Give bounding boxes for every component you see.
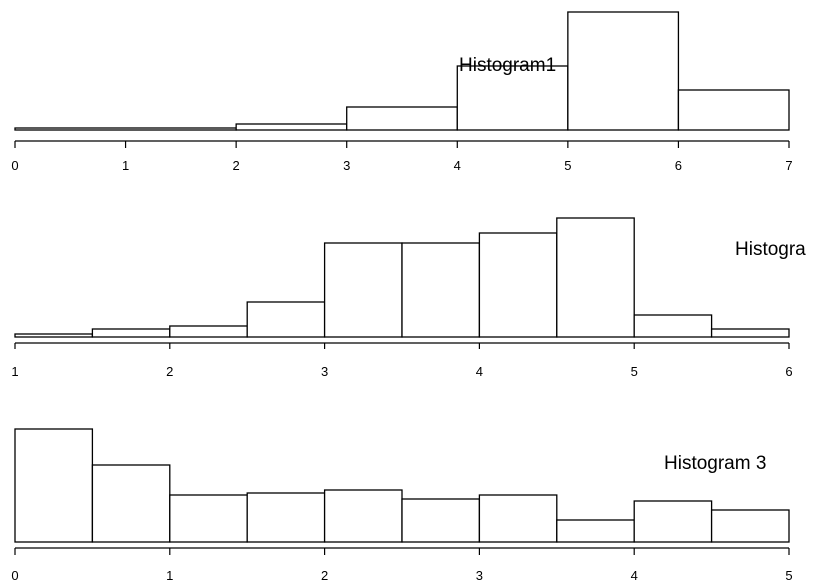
histogram-bar bbox=[710, 328, 790, 338]
histogram-bar bbox=[91, 328, 171, 338]
x-tick-label: 1 bbox=[11, 364, 18, 379]
x-tick-label: 5 bbox=[564, 158, 571, 173]
histogram-bar bbox=[677, 89, 790, 131]
x-tick-label: 4 bbox=[476, 364, 483, 379]
x-tick-label: 6 bbox=[675, 158, 682, 173]
x-tick-label: 6 bbox=[785, 364, 792, 379]
histogram-bar bbox=[710, 509, 790, 543]
x-tick-label: 3 bbox=[343, 158, 350, 173]
histogram-panel-1: 0 1 2 3 4 5 6 7 Histogram1 bbox=[11, 11, 793, 173]
histogram-bar bbox=[401, 498, 481, 543]
histogram-bar bbox=[633, 500, 713, 543]
x-tick-label: 1 bbox=[122, 158, 129, 173]
x-tick-label: 5 bbox=[785, 568, 792, 583]
x-tick-label: 0 bbox=[11, 158, 18, 173]
histogram-bar bbox=[323, 242, 403, 338]
x-tick-label: 2 bbox=[166, 364, 173, 379]
histogram-bar bbox=[169, 494, 248, 543]
histogram-bar bbox=[14, 333, 94, 338]
histogram-panel-3: 0 1 2 3 4 5 Histogram 3 bbox=[11, 428, 793, 583]
histogram-panel-2: 1 2 3 4 5 6 Histogra bbox=[11, 217, 806, 379]
x-tick-label: 7 bbox=[785, 158, 792, 173]
histogram-bar bbox=[346, 106, 458, 131]
histogram-bar bbox=[567, 11, 680, 131]
histogram-bar bbox=[556, 217, 635, 338]
histogram-bar bbox=[456, 65, 569, 131]
histogram-bar bbox=[14, 127, 237, 131]
x-tick-label: 4 bbox=[631, 568, 638, 583]
x-tick-label: 2 bbox=[233, 158, 240, 173]
histogram-bar bbox=[478, 232, 558, 338]
histogram-bar bbox=[401, 242, 481, 338]
histogram-bar bbox=[246, 301, 326, 338]
x-tick-label: 3 bbox=[321, 364, 328, 379]
histogram-title: Histogram1 bbox=[459, 55, 556, 76]
histogram-bar bbox=[478, 494, 558, 543]
histogram-title: Histogra bbox=[735, 239, 806, 260]
histogram-bar bbox=[91, 464, 171, 543]
x-tick-label: 3 bbox=[476, 568, 483, 583]
x-tick-label: 0 bbox=[11, 568, 18, 583]
x-tick-label: 1 bbox=[166, 568, 173, 583]
x-tick-label: 2 bbox=[321, 568, 328, 583]
histogram-bar bbox=[556, 519, 635, 543]
histogram-bar bbox=[235, 123, 348, 131]
x-tick-label: 5 bbox=[631, 364, 638, 379]
histogram-title: Histogram 3 bbox=[664, 453, 766, 474]
histogram-bar bbox=[169, 325, 248, 338]
x-tick-label: 4 bbox=[454, 158, 461, 173]
histogram-bar bbox=[633, 314, 713, 338]
histogram-bar bbox=[246, 492, 326, 543]
histogram-bar bbox=[323, 489, 403, 543]
histogram-bar bbox=[14, 428, 94, 543]
